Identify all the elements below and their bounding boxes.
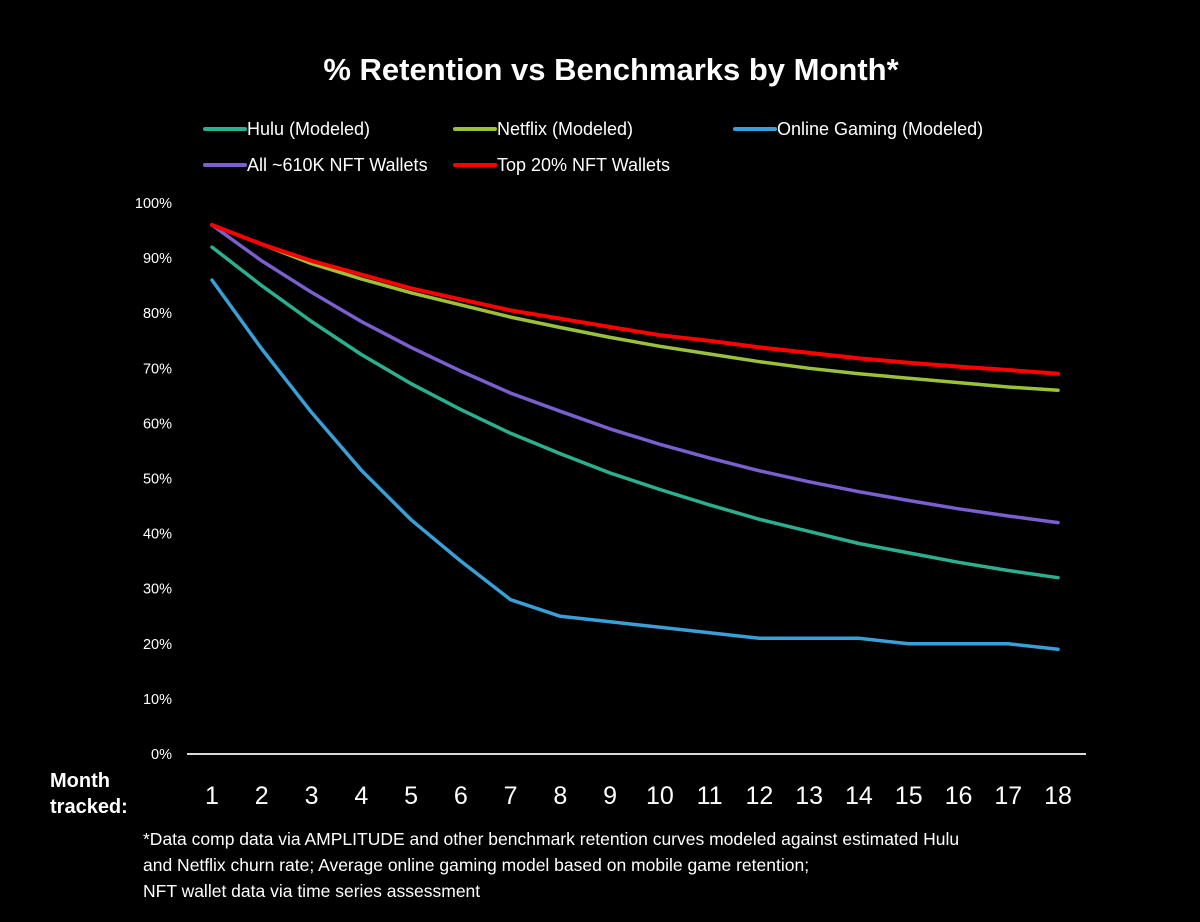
x-tick-label: 14	[845, 782, 873, 810]
x-tick-label: 12	[746, 782, 774, 810]
x-tick-label: 13	[795, 782, 823, 810]
x-tick-label: 6	[454, 782, 468, 810]
x-tick-label: 16	[945, 782, 973, 810]
series-line	[210, 223, 1060, 376]
series-top-20-nft-wallets	[210, 223, 1060, 376]
series-line	[210, 278, 1060, 652]
x-tick-label: 15	[895, 782, 923, 810]
legend-label: Hulu (Modeled)	[247, 119, 370, 139]
chart-title: % Retention vs Benchmarks by Month*	[323, 52, 899, 87]
y-tick-label: 10%	[143, 692, 172, 708]
y-tick-label: 70%	[143, 361, 172, 377]
x-tick-label: 4	[354, 782, 368, 810]
legend-label: Netflix (Modeled)	[497, 119, 633, 139]
series-line	[210, 223, 1060, 525]
legend-item: Hulu (Modeled)	[203, 119, 370, 139]
x-tick-label: 1	[205, 782, 219, 810]
x-axis: 1 2 3 4 5 6 7 8 9 10 11 12 13 14 15 16 17 18	[205, 782, 1072, 810]
x-tick-label: 10	[646, 782, 674, 810]
x-tick-label: 11	[697, 782, 723, 810]
x-tick-label: 9	[603, 782, 617, 810]
y-tick-label: 100%	[135, 196, 172, 212]
series-line	[210, 223, 1060, 393]
legend-item: All ~610K NFT Wallets	[203, 155, 428, 175]
series-online-gaming-modeled	[210, 278, 1060, 652]
legend-item: Online Gaming (Modeled)	[733, 119, 983, 139]
y-tick-label: 40%	[143, 527, 172, 543]
x-axis-label-line-2: tracked:	[50, 796, 128, 818]
legend-label: Top 20% NFT Wallets	[497, 155, 670, 175]
y-tick-label: 0%	[151, 747, 172, 763]
series-netflix-modeled	[210, 223, 1060, 393]
x-tick-label: 3	[305, 782, 319, 810]
footnote-line-3: NFT wallet data via time series assessme…	[143, 881, 481, 901]
legend-label: All ~610K NFT Wallets	[247, 155, 428, 175]
x-tick-label: 8	[553, 782, 567, 810]
y-tick-label: 90%	[143, 251, 172, 267]
x-tick-label: 18	[1044, 782, 1072, 810]
footnote: *Data comp data via AMPLITUDE and other …	[143, 826, 1103, 904]
series-line	[210, 245, 1060, 580]
footnote-line-1: *Data comp data via AMPLITUDE and other …	[143, 829, 960, 849]
series-lines	[210, 223, 1060, 652]
legend: Hulu (Modeled) Netflix (Modeled) Online Ga…	[203, 119, 983, 175]
y-tick-label: 50%	[143, 472, 172, 488]
legend-item: Top 20% NFT Wallets	[453, 155, 670, 175]
series-hulu-modeled	[210, 245, 1060, 580]
footnote-line-2: and Netflix churn rate; Average online g…	[143, 855, 810, 875]
y-tick-label: 30%	[143, 582, 172, 598]
x-tick-label: 7	[504, 782, 518, 810]
legend-label: Online Gaming (Modeled)	[777, 119, 983, 139]
x-tick-label: 17	[994, 782, 1022, 810]
x-axis-label-line-1: Month	[50, 770, 110, 792]
y-axis: 0% 10% 20% 30% 40% 50% 60% 70% 80% 90% 100%	[135, 196, 172, 763]
y-tick-label: 60%	[143, 416, 172, 432]
x-tick-label: 2	[255, 782, 269, 810]
x-tick-label: 5	[404, 782, 418, 810]
y-tick-label: 80%	[143, 306, 172, 322]
y-tick-label: 20%	[143, 637, 172, 653]
legend-item: Netflix (Modeled)	[453, 119, 633, 139]
